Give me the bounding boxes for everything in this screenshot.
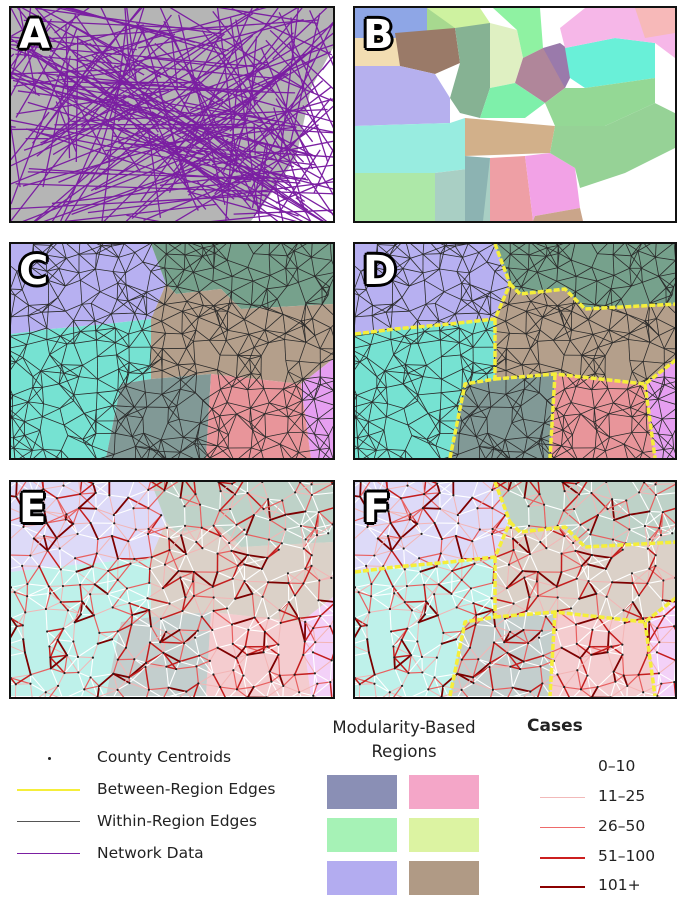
panel-b-state-map: B <box>353 6 677 223</box>
between-region-edges-map <box>355 244 675 458</box>
panel-label-c: C <box>19 248 49 294</box>
region-swatch-5 <box>327 861 397 895</box>
cases-51-100-line-icon <box>540 857 585 859</box>
region-swatch-3 <box>327 818 397 852</box>
panel-label-b: B <box>363 12 394 58</box>
centroid-marker-icon <box>48 757 51 760</box>
network-line-icon <box>17 853 80 854</box>
cases-51-100-label: 51–100 <box>598 847 656 865</box>
cases-0-10-line-icon <box>540 767 585 768</box>
panel-a-network-data: A <box>9 6 335 223</box>
modularity-title: Modularity-Based Regions <box>316 716 492 764</box>
cases-26-50-line-icon <box>540 827 585 828</box>
modularity-title-line2: Regions <box>371 742 437 761</box>
region-swatch-1 <box>327 775 397 809</box>
state-regions-map <box>355 8 675 221</box>
cases-101-plus-line-icon <box>540 886 585 888</box>
cases-0-10-label: 0–10 <box>598 757 636 775</box>
within-edge-line-icon <box>17 821 80 822</box>
between-edge-line-icon <box>17 789 80 791</box>
case-edges-with-boundaries-map <box>355 482 675 697</box>
panel-label-d: D <box>363 248 397 294</box>
cases-11-25-line-icon <box>540 797 585 798</box>
region-swatch-6 <box>409 861 479 895</box>
modularity-title-line1: Modularity-Based <box>332 718 476 737</box>
legend-within-region-edges: Within-Region Edges <box>97 812 257 830</box>
legend-between-region-edges: Between-Region Edges <box>97 780 276 798</box>
legend-county-centroids: County Centroids <box>97 748 232 766</box>
cases-101-plus-label: 101+ <box>598 876 641 894</box>
panel-c-regions-mesh: C <box>9 242 335 460</box>
panel-f-case-edges-regions: F <box>353 480 677 699</box>
cases-11-25-label: 11–25 <box>598 787 646 805</box>
legend-network-data: Network Data <box>97 844 204 862</box>
panel-d-between-region-edges: D <box>353 242 677 460</box>
cases-26-50-label: 26–50 <box>598 817 646 835</box>
region-swatch-2 <box>409 775 479 809</box>
region-swatch-4 <box>409 818 479 852</box>
network-data-map <box>11 8 333 221</box>
regions-mesh-map <box>11 244 333 458</box>
case-weighted-edges-map <box>11 482 333 697</box>
panel-label-f: F <box>363 486 391 532</box>
panel-label-e: E <box>19 486 47 532</box>
panel-label-a: A <box>19 12 50 58</box>
panel-e-case-edges: E <box>9 480 335 699</box>
cases-title: Cases <box>527 716 583 736</box>
